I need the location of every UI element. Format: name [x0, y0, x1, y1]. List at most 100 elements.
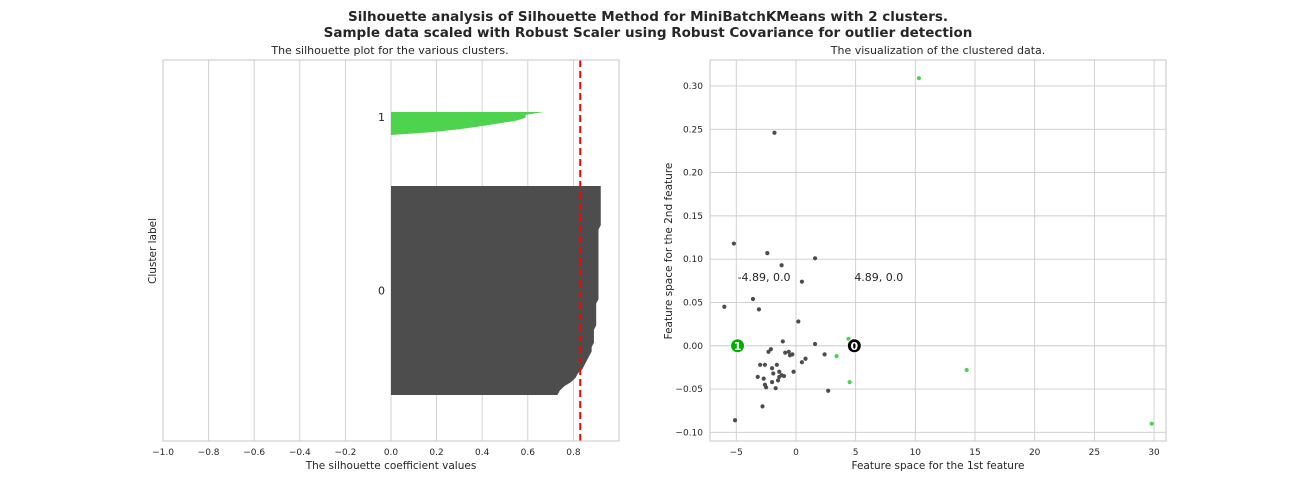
silhouette-x-tick-label: 0.4 [475, 448, 490, 458]
scatter-point-cluster-0 [777, 374, 782, 380]
cluster-center-annotation-0: 4.89, 0.0 [854, 271, 903, 284]
scatter-y-tick-label: 0.05 [683, 298, 703, 308]
cluster-center-label-1: 1 [734, 340, 742, 353]
silhouette-x-tick-label: −0.6 [243, 448, 265, 458]
scatter-point-cluster-0 [769, 380, 775, 385]
silhouette-x-tick-label: 0.8 [566, 448, 581, 458]
silhouette-x-tick-label: 0.6 [521, 448, 536, 458]
silhouette-x-tick-label: −0.4 [289, 448, 311, 458]
scatter-grid [710, 60, 1166, 441]
cluster-center-label-0: 0 [850, 340, 858, 353]
scatter-point-cluster-0 [775, 378, 781, 383]
scatter-point-cluster-0 [772, 130, 777, 135]
scatter-x-tick-label: 20 [1029, 448, 1041, 458]
silhouette-area-cluster-1 [391, 112, 544, 135]
scatter-x-tick-label: 30 [1148, 448, 1160, 458]
scatter-point-cluster-0 [799, 360, 805, 365]
scatter-y-tick-label: 0.25 [683, 125, 703, 135]
scatter-point-cluster-0 [769, 366, 775, 371]
scatter-point-cluster-0 [777, 369, 782, 374]
silhouette-x-ticks: −1.0 −0.8 −0.6 −0.4 −0.2 0.0 0.2 0.4 0.6 0.8 [152, 448, 581, 458]
silhouette-x-label: The silhouette coefficient values [305, 460, 477, 472]
scatter-y-tick-label: 0.15 [683, 212, 703, 222]
scatter-point-cluster-0 [803, 356, 808, 361]
scatter-y-tick-label: 0.10 [683, 255, 703, 265]
scatter-point-cluster-0 [755, 374, 760, 380]
scatter-x-tick-label: 0 [793, 448, 799, 458]
scatter-point-cluster-0 [791, 369, 796, 374]
scatter-point-cluster-0 [771, 371, 776, 376]
scatter-point-cluster-0 [786, 349, 791, 354]
silhouette-x-tick-label: 0.0 [384, 448, 399, 458]
scatter-plot-title: The visualization of the clustered data. [830, 44, 1046, 57]
scatter-point-cluster-0 [812, 256, 818, 261]
silhouette-x-tick-label: −1.0 [152, 448, 174, 458]
scatter-plot-frame [709, 59, 1167, 442]
scatter-point-cluster-1 [916, 76, 922, 81]
figure-title-line-1: Silhouette analysis of Silhouette Method… [348, 9, 948, 25]
scatter-x-label: Feature space for the 1st feature [851, 460, 1024, 472]
scatter-point-cluster-0 [732, 418, 738, 423]
cluster-center-annotation-1: -4.89, 0.0 [738, 271, 791, 284]
scatter-point-cluster-0 [781, 373, 787, 379]
scatter-point-cluster-0 [758, 362, 763, 367]
scatter-point-cluster-0 [766, 349, 771, 354]
silhouette-cluster-labels: 01 [378, 111, 385, 298]
scatter-y-label: Feature space for the 2nd feature [663, 163, 675, 340]
scatter-point-cluster-1 [834, 354, 839, 359]
scatter-point-cluster-1 [846, 336, 851, 341]
scatter-point-cluster-0 [750, 296, 756, 302]
scatter-point-cluster-0 [760, 404, 765, 409]
silhouette-x-tick-label: 0.2 [429, 448, 443, 458]
scatter-point-cluster-0 [773, 386, 778, 391]
scatter-points [722, 76, 1154, 426]
scatter-point-cluster-0 [787, 353, 793, 358]
scatter-point-cluster-0 [761, 376, 766, 381]
scatter-x-tick-label: −5 [730, 448, 743, 458]
silhouette-plot-title: The silhouette plot for the various clus… [270, 44, 508, 57]
scatter-point-cluster-0 [765, 251, 770, 256]
scatter-y-tick-label: −0.05 [675, 385, 703, 395]
scatter-point-cluster-0 [762, 362, 768, 367]
cluster-scatter-plot: The visualization of the clustered data.… [663, 44, 1167, 472]
scatter-x-tick-label: 15 [969, 448, 980, 458]
scatter-point-cluster-0 [764, 385, 769, 390]
silhouette-plot-frame [162, 59, 620, 442]
scatter-y-tick-label: −0.10 [675, 428, 703, 438]
scatter-point-cluster-0 [731, 241, 736, 246]
silhouette-x-tick-label: −0.8 [198, 448, 220, 458]
scatter-point-cluster-0 [812, 341, 818, 347]
scatter-point-cluster-1 [1149, 421, 1154, 426]
scatter-point-cluster-0 [774, 362, 779, 367]
scatter-point-cluster-0 [780, 339, 785, 344]
scatter-ticks: −5 0 5 10 15 20 25 30−0.10−0.050.000.050.100.15… [675, 82, 1160, 458]
scatter-x-tick-label: 25 [1089, 448, 1100, 458]
cluster-center-marker-1 [730, 338, 746, 354]
cluster-label-1: 1 [378, 111, 385, 124]
scatter-x-tick-label: 10 [910, 448, 922, 458]
silhouette-plot: The silhouette plot for the various clus… [147, 44, 620, 472]
scatter-point-cluster-0 [783, 350, 788, 355]
scatter-y-tick-label: 0.20 [683, 169, 703, 179]
scatter-x-tick-label: 5 [853, 448, 859, 458]
scatter-point-cluster-0 [756, 307, 762, 312]
cluster-centers: 0 4.89, 0.0 1 -4.89, 0.0 [730, 271, 903, 354]
scatter-y-tick-label: 0.00 [683, 342, 703, 352]
scatter-point-cluster-0 [826, 388, 831, 393]
silhouette-x-tick-label: −0.2 [334, 448, 356, 458]
scatter-point-cluster-0 [779, 263, 784, 268]
scatter-point-cluster-0 [799, 279, 805, 284]
cluster-label-0: 0 [378, 285, 385, 298]
cluster-center-marker-0 [846, 338, 862, 354]
silhouette-area-cluster-0 [391, 186, 601, 395]
scatter-point-cluster-0 [796, 319, 801, 324]
scatter-point-cluster-1 [847, 380, 852, 385]
scatter-point-cluster-1 [964, 367, 969, 373]
silhouette-areas [391, 112, 601, 395]
scatter-point-cluster-0 [822, 352, 827, 357]
silhouette-y-label: Cluster label [147, 218, 159, 284]
scatter-point-cluster-0 [722, 304, 727, 309]
figure-title-line-2: Sample data scaled with Robust Scaler us… [324, 25, 973, 41]
